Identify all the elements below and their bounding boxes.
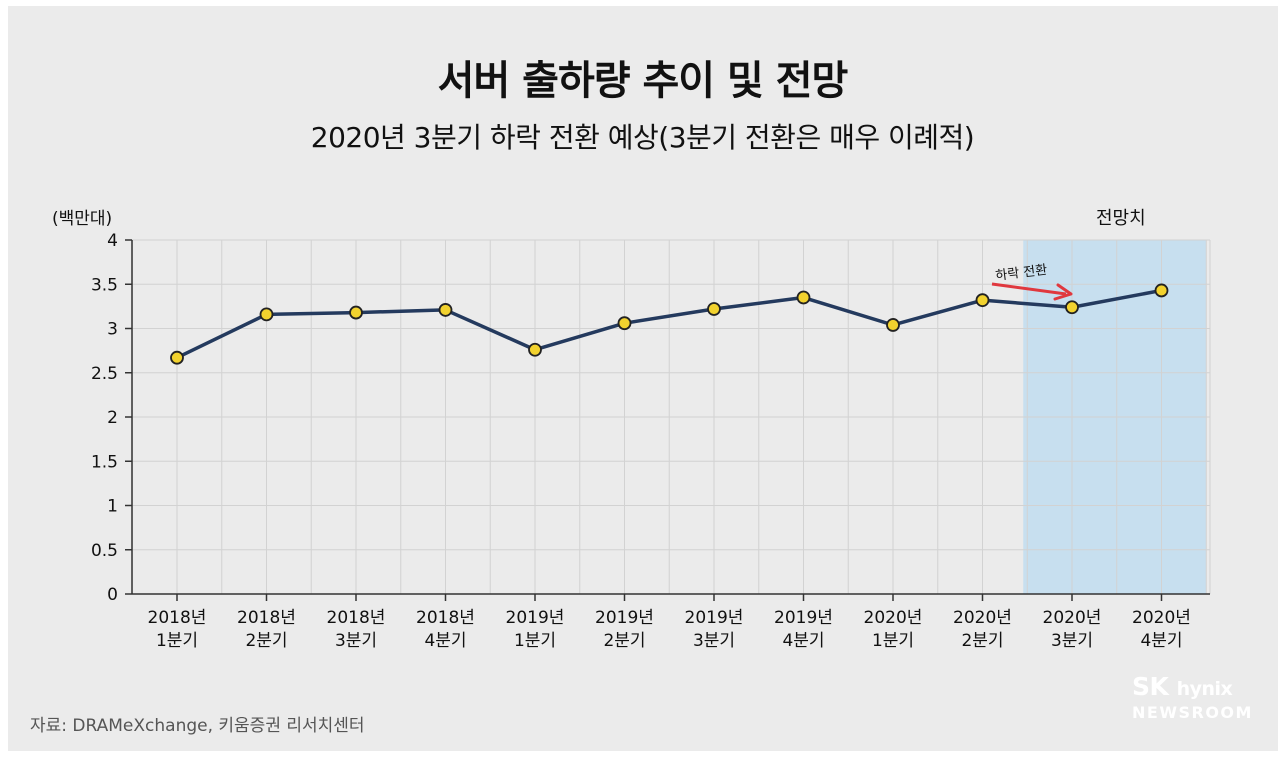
data-point — [438, 303, 453, 317]
x-tick-label: 2분기 — [245, 631, 287, 651]
x-tick-label: 2018년 — [416, 608, 475, 628]
y-tick-label: 4 — [107, 231, 118, 251]
data-point — [796, 290, 811, 305]
arrow-head-icon — [1053, 283, 1073, 301]
data-point — [528, 342, 542, 357]
data-point — [886, 318, 900, 332]
sk-hynix-newsroom-logo: SK hynix NEWSROOM — [1132, 672, 1253, 722]
x-tick-label: 2018년 — [327, 608, 386, 628]
y-tick-label: 2.5 — [91, 364, 118, 384]
x-tick-label: 2020년 — [864, 608, 923, 628]
annotation-label: 하락 전환 — [995, 263, 1048, 284]
y-axis-ticks: 0 0.5 1 1.5 2 2.5 3 3.5 4 — [91, 231, 132, 605]
x-tick-label: 2020년 — [1043, 608, 1102, 628]
x-tick-label: 2분기 — [961, 631, 1003, 651]
x-tick-label: 4분기 — [1140, 631, 1182, 651]
data-point — [975, 293, 990, 308]
y-tick-label: 0 — [107, 585, 118, 605]
x-axis-ticks: 2018년 1분기 2018년 2분기 2018년 3분기 2018년 4분기 2019년 1분기… — [148, 594, 1191, 651]
x-tick-label: 1분기 — [872, 631, 914, 651]
y-axis-unit-label: (백만대) — [52, 209, 113, 229]
x-tick-label: 3분기 — [693, 631, 735, 651]
x-tick-label: 2019년 — [595, 608, 654, 628]
series-line — [176, 288, 1162, 360]
annotation: 하락 전환 — [991, 263, 1073, 301]
data-points — [170, 283, 1169, 365]
x-tick-label: 2019년 — [685, 608, 744, 628]
data-point — [349, 305, 363, 320]
y-tick-label: 1.5 — [91, 452, 118, 472]
x-tick-label: 1분기 — [514, 631, 556, 651]
x-tick-label: 2분기 — [603, 631, 645, 651]
x-tick-label: 1분기 — [156, 631, 198, 651]
data-point — [617, 316, 632, 331]
y-tick-label: 3 — [107, 320, 118, 340]
source-note: 자료: DRAMeXchange, 키움증권 리서치센터 — [30, 716, 365, 736]
y-tick-label: 2 — [107, 408, 118, 428]
y-tick-label: 3.5 — [91, 275, 118, 295]
annotation-arrow — [991, 282, 1067, 296]
chart-title: 서버 출하량 추이 및 전망 — [437, 58, 849, 104]
y-tick-label: 0.5 — [91, 541, 118, 561]
data-point — [1065, 300, 1079, 315]
data-point — [1154, 283, 1169, 298]
x-tick-label: 2019년 — [506, 608, 565, 628]
x-tick-label: 2018년 — [148, 608, 207, 628]
data-point — [170, 350, 184, 365]
x-tick-label: 2018년 — [237, 608, 296, 628]
x-tick-label: 2020년 — [953, 608, 1012, 628]
chart-subtitle: 2020년 3분기 하락 전환 예상(3분기 전환은 매우 이례적) — [310, 121, 975, 154]
x-tick-label: 2020년 — [1132, 608, 1191, 628]
data-point — [259, 307, 274, 322]
x-tick-label: 3분기 — [335, 631, 377, 651]
data-point — [707, 302, 721, 316]
y-tick-label: 1 — [107, 497, 118, 517]
x-tick-label: 2019년 — [774, 608, 833, 628]
forecast-label: 전망치 — [1096, 208, 1146, 229]
x-tick-label: 3분기 — [1051, 631, 1093, 651]
x-tick-label: 4분기 — [782, 631, 824, 651]
x-tick-label: 4분기 — [424, 631, 466, 651]
